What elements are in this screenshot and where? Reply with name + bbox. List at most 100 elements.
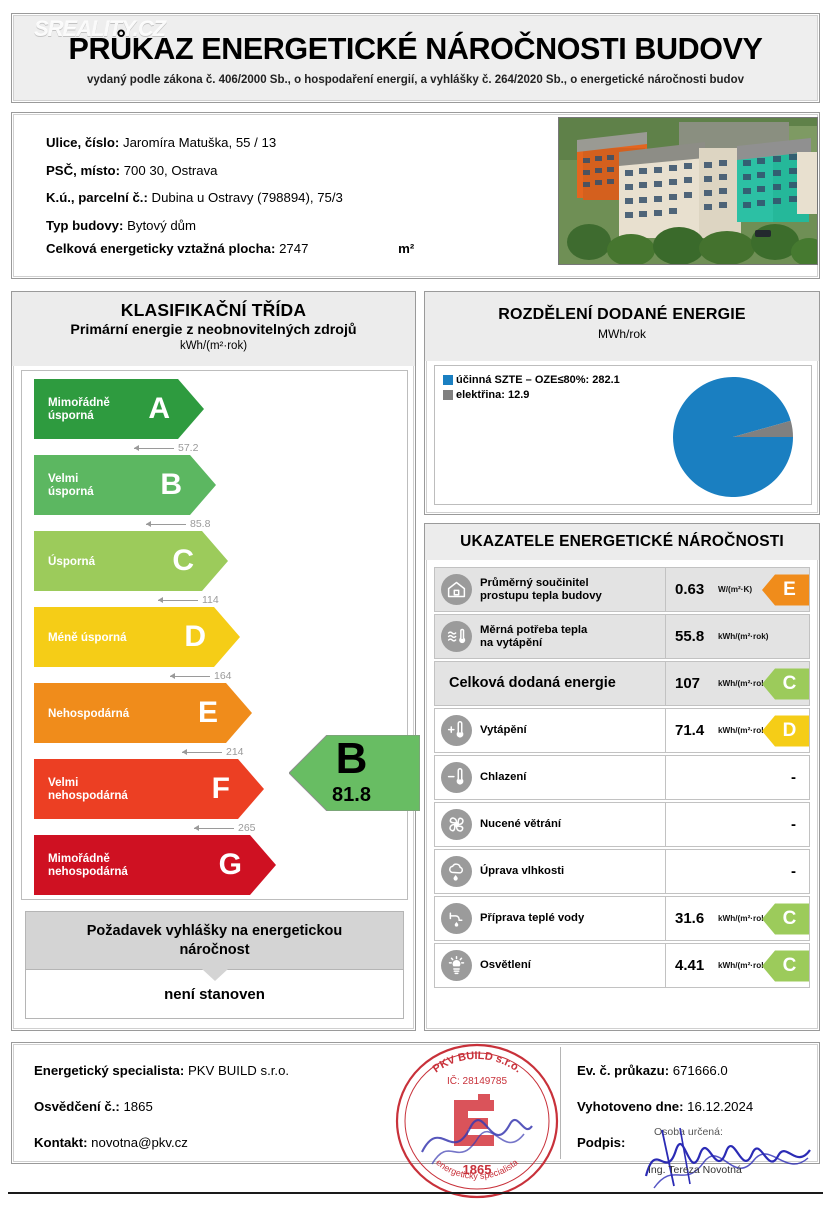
energy-band-g: Mimořádně nehospodárná G	[34, 835, 276, 895]
indicator-value: 55.8	[675, 628, 705, 645]
signature-name: Ing. Tereza Novotná	[648, 1164, 742, 1176]
svg-text:1865: 1865	[463, 1162, 492, 1177]
indicator-class-letter: C	[782, 955, 797, 976]
threshold-arrow-icon	[182, 749, 222, 755]
band-arrow-shape	[34, 835, 276, 895]
energy-split-header: ROZDĚLENÍ DODANÉ ENERGIE MWh/rok	[425, 292, 819, 361]
band-arrow-shape	[34, 683, 252, 743]
indicator-unit: kWh/(m²·rok)	[718, 679, 769, 688]
classification-unit: kWh/(m²·rok)	[179, 340, 248, 352]
indicator-value: 107	[675, 675, 701, 692]
floor-area-unit: m²	[398, 241, 415, 256]
energy-band-b: Velmi úsporná B	[34, 455, 216, 515]
date-row: Vyhotoveno dne: 16.12.2024	[577, 1099, 753, 1114]
band-threshold-e: 214	[182, 746, 244, 758]
indicator-unit: kWh/(m²·rok)	[718, 632, 769, 641]
indicator-label: Chlazení	[480, 771, 527, 783]
date-value: 16.12.2024	[687, 1099, 754, 1114]
building-info-value: Dubina u Ostravy (798894), 75/3	[151, 190, 343, 205]
classification-subtitle: Primární energie z neobnovitelných zdroj…	[70, 322, 357, 338]
page-bottom-rule	[8, 1192, 823, 1194]
pie-legend-swatch	[443, 375, 453, 385]
indicator-class-letter: C	[782, 673, 797, 694]
indicator-label: Nucené větrání	[480, 818, 561, 830]
band-arrow-shape	[34, 531, 228, 591]
building-info-value: Jaromíra Matuška, 55 / 13	[122, 135, 277, 150]
page-title: PRŮKAZ ENERGETICKÉ NÁROČNOSTI BUDOVY	[68, 32, 763, 66]
indicator-value: 31.6	[675, 910, 705, 927]
band-arrow-shape	[34, 607, 240, 667]
indicator-value-cell: 31.6 kWh/(m²·rok) C	[666, 897, 809, 940]
pie-legend-item: účinná SZTE – OZE≤80%: 282.1	[443, 374, 620, 386]
thermometer-minus-icon	[441, 762, 472, 793]
pie-legend-swatch	[443, 390, 453, 400]
certificate-row: Osvědčení č.: 1865	[34, 1099, 289, 1114]
threshold-arrow-icon	[146, 521, 186, 527]
band-label: Úsporná	[48, 554, 96, 568]
class-arrow-shape	[762, 668, 809, 699]
band-label: Velmi úsporná	[48, 472, 94, 498]
floor-area-row: Celková energeticky vztažná plocha: 2747…	[46, 241, 414, 256]
indicator-label-cell: Průměrný součinitel prostupu tepla budov…	[435, 568, 666, 611]
threshold-value: 265	[238, 822, 256, 834]
result-class-letter: B	[335, 734, 368, 783]
building-info-list: Ulice, číslo: Jaromíra Matuška, 55 / 13 P…	[46, 135, 546, 245]
lightbulb-icon	[441, 950, 472, 981]
indicator-row: Osvětlení 4.41 kWh/(m²·rok) C	[434, 943, 810, 988]
indicator-row: Chlazení -	[434, 755, 810, 800]
band-arrow-shape	[34, 455, 216, 515]
pie-legend-label: elektřina: 12.9	[456, 389, 530, 401]
threshold-value: 57.2	[178, 442, 199, 454]
pie-chart	[671, 375, 795, 504]
indicator-value: -	[791, 769, 796, 786]
indicator-value: 0.63	[675, 581, 705, 598]
threshold-value: 214	[226, 746, 244, 758]
indicators-list: Průměrný součinitel prostupu tepla budov…	[434, 567, 810, 990]
classification-header: KLASIFIKAČNÍ TŘÍDA Primární energie z ne…	[12, 292, 415, 366]
energy-band-f: Velmi nehospodárná F	[34, 759, 264, 819]
band-letter: A	[148, 392, 170, 425]
band-label: Mimořádně úsporná	[48, 396, 110, 422]
indicators-title: UKAZATELE ENERGETICKÉ NÁROČNOSTI	[425, 524, 819, 560]
specialist-row: Energetický specialista: PKV BUILD s.r.o…	[34, 1063, 289, 1078]
energy-split-box: ROZDĚLENÍ DODANÉ ENERGIE MWh/rok účinná …	[424, 291, 820, 515]
indicator-row: Průměrný součinitel prostupu tepla budov…	[434, 567, 810, 612]
evidence-label: Ev. č. průkazu:	[577, 1063, 670, 1078]
class-arrow-shape	[762, 715, 809, 746]
contact-row: Kontakt: novotna@pkv.cz	[34, 1135, 289, 1150]
class-arrow-shape	[762, 903, 809, 934]
band-label: Mimořádně nehospodárná	[48, 852, 128, 878]
class-arrow-shape	[762, 574, 809, 605]
threshold-arrow-icon	[134, 445, 174, 451]
band-letter: B	[160, 468, 182, 501]
band-letter: G	[218, 848, 242, 881]
thermometer-plus-icon	[441, 715, 472, 746]
indicator-class-letter: D	[782, 720, 797, 741]
band-threshold-f: 265	[194, 822, 256, 834]
indicator-row: Úprava vlhkosti -	[434, 849, 810, 894]
indicator-label: Příprava teplé vody	[480, 912, 585, 924]
indicator-class-badge: C	[762, 668, 809, 699]
specialist-label: Energetický specialista:	[34, 1063, 185, 1078]
indicator-label-cell: Celková dodaná energie	[435, 662, 666, 705]
band-letter: D	[184, 620, 206, 653]
threshold-value: 164	[214, 670, 232, 682]
building-photo	[558, 117, 818, 265]
indicators-box: UKAZATELE ENERGETICKÉ NÁROČNOSTI Průměrn…	[424, 523, 820, 1031]
indicator-label-cell: Chlazení	[435, 756, 666, 799]
pie-slice	[673, 377, 793, 498]
signature-row: Podpis:	[577, 1135, 753, 1150]
result-class-value: 81.8	[332, 784, 371, 806]
indicator-value-cell: -	[666, 756, 809, 799]
signature-label: Podpis:	[577, 1135, 626, 1150]
signature-note: Osoba určená:	[654, 1126, 723, 1138]
indicator-label-cell: Nucené větrání	[435, 803, 666, 846]
indicator-label: Měrná potřeba tepla na vytápění	[480, 623, 588, 649]
indicator-label-cell: Vytápění	[435, 709, 666, 752]
building-info-row: PSČ, místo: 700 30, Ostrava	[46, 163, 546, 178]
indicator-class-letter: E	[783, 579, 796, 600]
indicator-value-cell: 107 kWh/(m²·rok) C	[666, 662, 809, 705]
footer-divider	[560, 1047, 561, 1159]
indicator-label: Vytápění	[480, 724, 527, 736]
